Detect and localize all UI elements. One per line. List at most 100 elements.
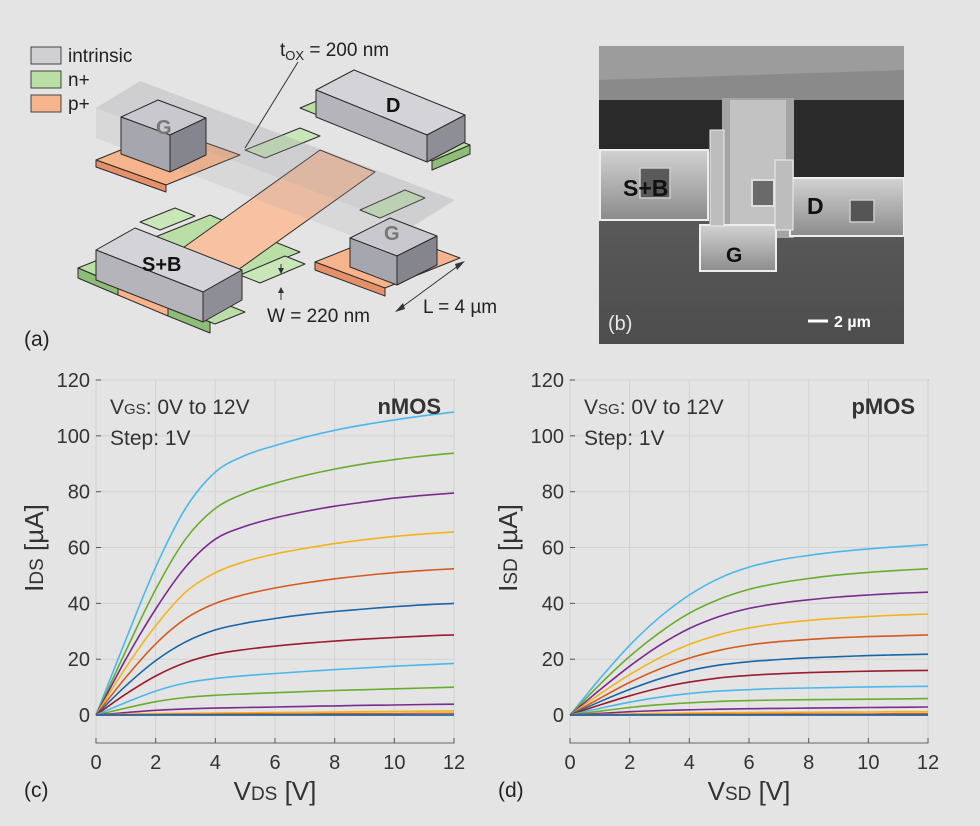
grid bbox=[95, 379, 455, 743]
source-label: S+B bbox=[142, 254, 181, 276]
series-line-4 bbox=[569, 613, 929, 716]
x-tick-label: 12 bbox=[443, 752, 465, 774]
panel-b-sem-image: S+B D G 2 µm (b) bbox=[599, 46, 904, 344]
series-line-2 bbox=[569, 568, 929, 716]
series-line-3 bbox=[569, 591, 929, 716]
legend: intrinsic n+ p+ bbox=[30, 46, 132, 115]
x-tick-label: 8 bbox=[803, 752, 814, 774]
panel-c-label: (c) bbox=[24, 779, 49, 802]
scale-bar-label: 2 µm bbox=[834, 314, 871, 331]
source-block bbox=[95, 227, 243, 323]
annotation-step: Step: 1V bbox=[110, 427, 191, 450]
length-arrowhead-a bbox=[395, 303, 405, 312]
series-line-1 bbox=[569, 543, 929, 716]
y-tick-label: 100 bbox=[57, 426, 90, 448]
legend-swatch-intrinsic bbox=[30, 46, 62, 65]
panel-d-label: (d) bbox=[498, 779, 524, 802]
series-line-4 bbox=[95, 531, 455, 716]
tox-label: tOX = 200 nm bbox=[280, 40, 389, 63]
y-tick-label: 80 bbox=[68, 482, 90, 504]
corner-label: pMOS bbox=[851, 394, 915, 419]
y-tick-label: 40 bbox=[542, 593, 564, 615]
y-tick-label: 0 bbox=[553, 705, 564, 727]
y-tick-label: 20 bbox=[542, 649, 564, 671]
series-line-5 bbox=[569, 634, 929, 716]
drain-block bbox=[315, 69, 466, 163]
y-tick-label: 100 bbox=[531, 426, 564, 448]
panel-a-label: (a) bbox=[24, 328, 50, 351]
gate-label-left: G bbox=[156, 117, 172, 139]
series-line-8 bbox=[95, 662, 455, 716]
legend-label-p-plus: p+ bbox=[68, 94, 90, 115]
x-tick-label: 6 bbox=[269, 752, 280, 774]
tox-pointer bbox=[244, 61, 299, 149]
x-tick-label: 2 bbox=[150, 752, 161, 774]
length-dimension bbox=[397, 262, 463, 311]
annotation-range: VSG: 0V to 12V bbox=[584, 396, 724, 419]
legend-label-n-plus: n+ bbox=[68, 70, 90, 91]
sem-label-gate: G bbox=[726, 244, 742, 267]
gate-block-left bbox=[120, 99, 207, 173]
series-line-9 bbox=[95, 686, 455, 716]
legend-label-intrinsic: intrinsic bbox=[68, 46, 132, 67]
x-tick-label: 2 bbox=[624, 752, 635, 774]
series-line-3 bbox=[95, 492, 455, 716]
x-axis-label: VDS [V] bbox=[234, 776, 317, 806]
series-line-9 bbox=[569, 697, 929, 716]
y-tick-label: 60 bbox=[542, 538, 564, 560]
x-tick-label: 10 bbox=[383, 752, 405, 774]
series-line-10 bbox=[95, 703, 455, 716]
x-tick-label: 8 bbox=[329, 752, 340, 774]
legend-swatch-p-plus bbox=[30, 94, 62, 113]
series-line-1 bbox=[95, 411, 455, 716]
w-arrowhead-top bbox=[278, 268, 284, 274]
x-axis-label: VSD [V] bbox=[708, 776, 791, 806]
y-axis-label: ISD [µA] bbox=[493, 504, 523, 592]
drain-label: D bbox=[386, 95, 400, 117]
length-label: L = 4 µm bbox=[423, 297, 497, 318]
length-arrowhead-b bbox=[455, 261, 465, 270]
series-line-7 bbox=[95, 634, 455, 716]
gate-block-right bbox=[349, 217, 438, 286]
series-line-5 bbox=[95, 568, 455, 716]
y-tick-label: 80 bbox=[542, 482, 564, 504]
series-line-10 bbox=[569, 706, 929, 716]
y-tick-label: 120 bbox=[531, 370, 564, 392]
y-tick-label: 60 bbox=[68, 538, 90, 560]
y-tick-label: 120 bbox=[57, 370, 90, 392]
series bbox=[569, 543, 929, 716]
series-line-8 bbox=[569, 685, 929, 716]
panel-a-schematic: intrinsic n+ p+ bbox=[24, 40, 497, 351]
series-line-6 bbox=[95, 602, 455, 716]
series-line-7 bbox=[569, 669, 929, 716]
series-line-6 bbox=[569, 653, 929, 716]
y-tick-label: 40 bbox=[68, 593, 90, 615]
y-axis-label: IDS [µA] bbox=[19, 504, 49, 592]
x-tick-label: 4 bbox=[684, 752, 695, 774]
corner-label: nMOS bbox=[377, 394, 441, 419]
panel-b-label: (b) bbox=[608, 313, 632, 335]
width-label: W = 220 nm bbox=[267, 306, 370, 327]
x-tick-label: 10 bbox=[857, 752, 879, 774]
annotation-step: Step: 1V bbox=[584, 427, 665, 450]
x-tick-label: 6 bbox=[743, 752, 754, 774]
sem-label-drain: D bbox=[807, 193, 824, 219]
x-tick-label: 4 bbox=[210, 752, 221, 774]
y-tick-label: 20 bbox=[68, 649, 90, 671]
x-tick-label: 12 bbox=[917, 752, 939, 774]
gate-label-right: G bbox=[384, 223, 400, 245]
sem-label-source: S+B bbox=[623, 175, 668, 201]
x-tick-label: 0 bbox=[90, 752, 101, 774]
w-arrowhead-bottom bbox=[278, 287, 284, 293]
series-line-2 bbox=[95, 452, 455, 716]
legend-swatch-n-plus bbox=[30, 70, 62, 89]
series bbox=[95, 411, 455, 716]
annotation-range: VGS: 0V to 12V bbox=[110, 396, 250, 419]
y-tick-label: 0 bbox=[79, 705, 90, 727]
x-tick-label: 0 bbox=[564, 752, 575, 774]
